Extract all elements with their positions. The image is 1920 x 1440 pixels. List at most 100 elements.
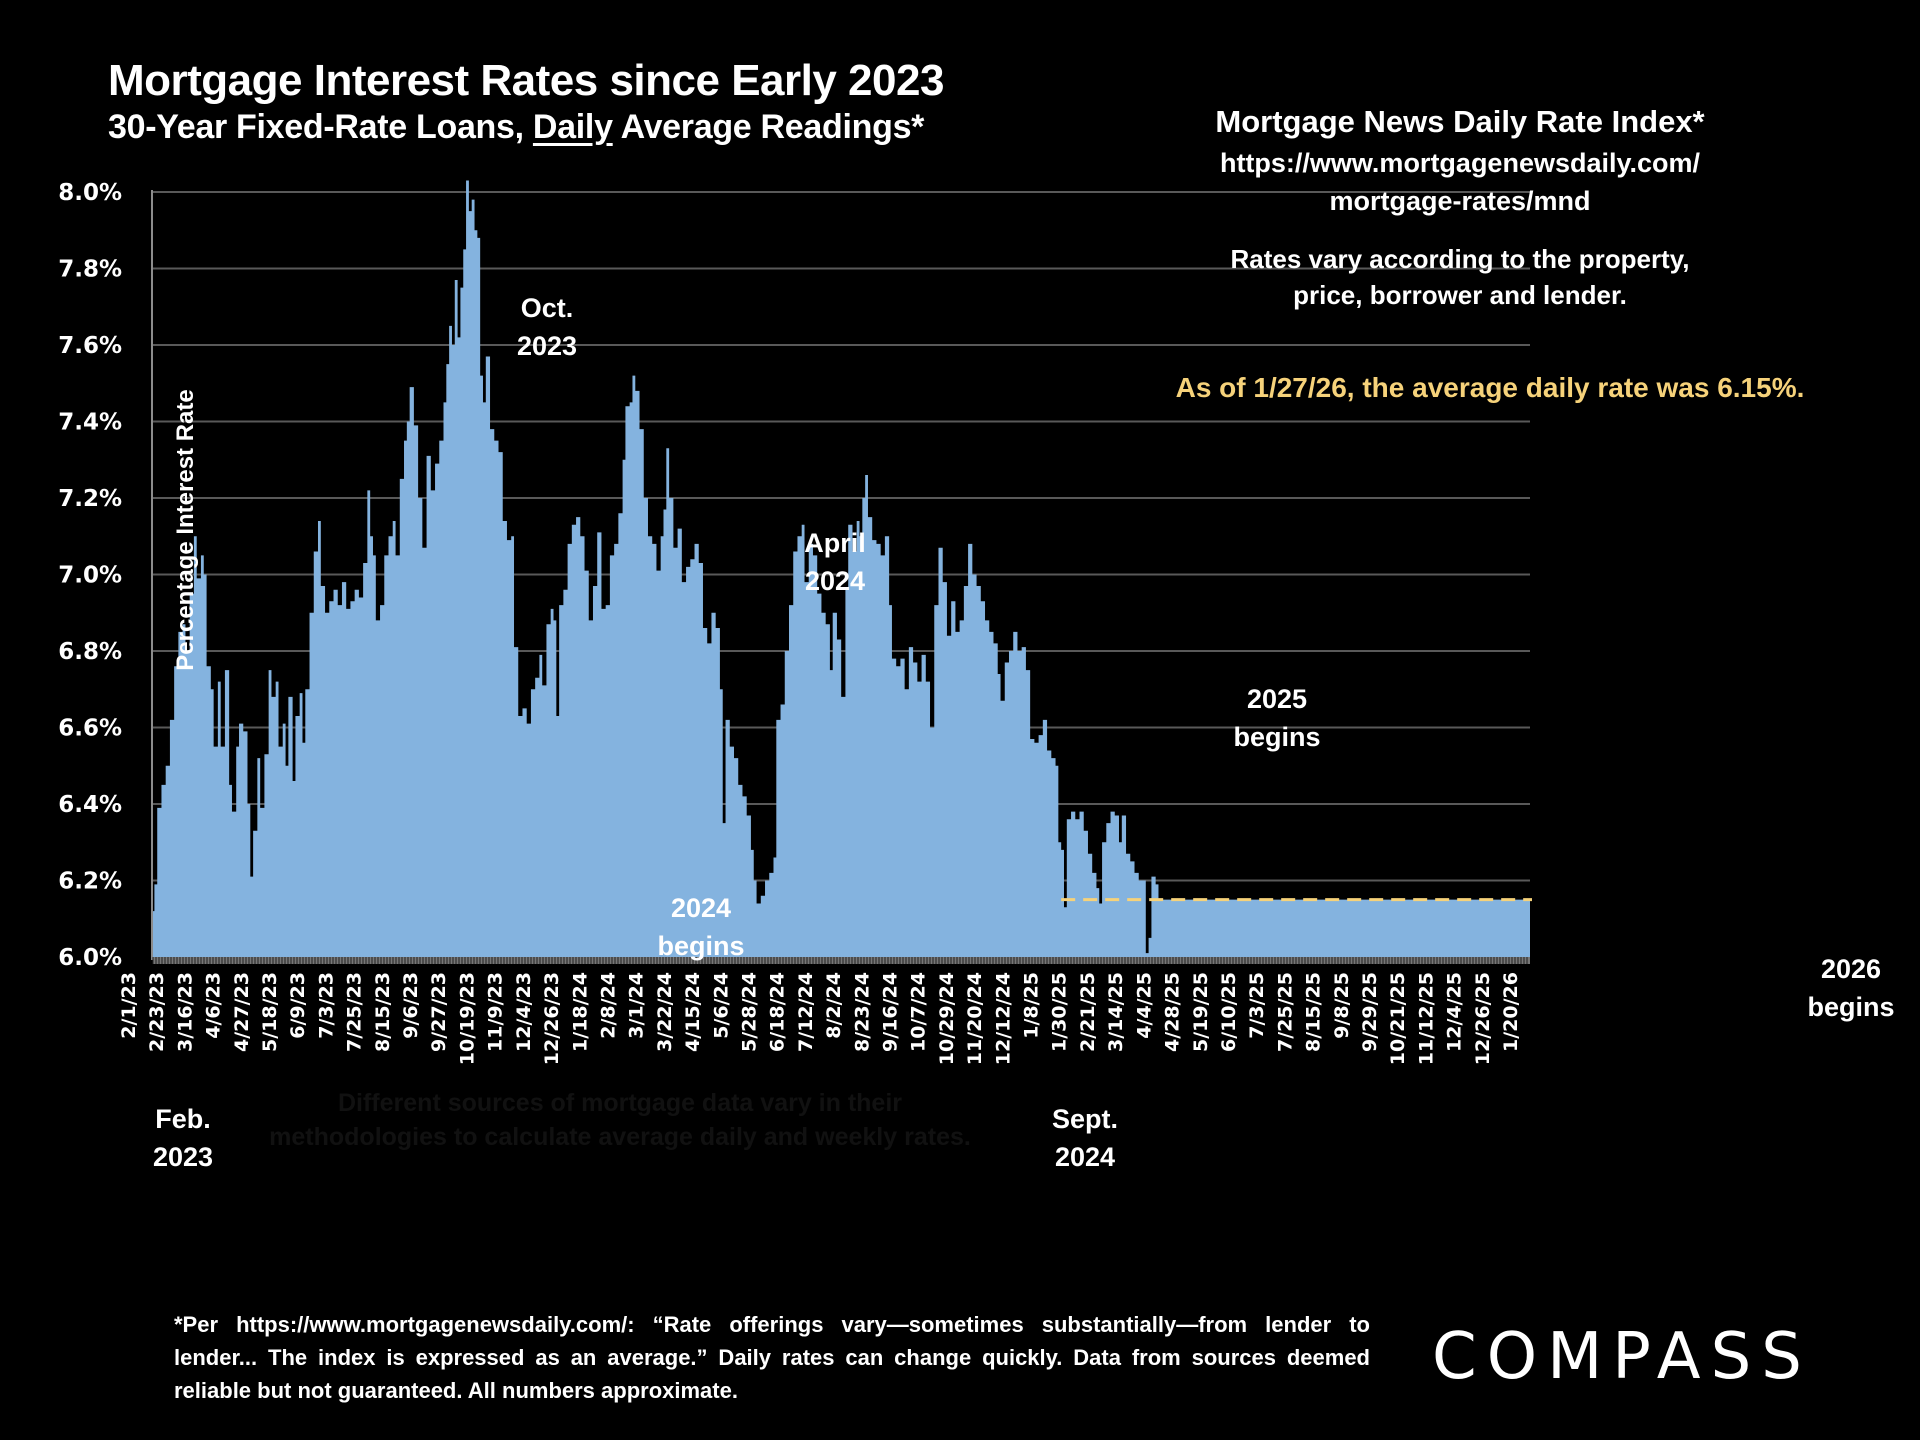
rate-bar [446,364,449,957]
rate-bar [232,812,236,957]
rate-bar [845,590,848,957]
x-tick-label: 9/6/23 [400,972,422,1039]
rate-bar [934,605,938,957]
x-tick-label: 7/12/24 [795,972,817,1052]
rate-bar [610,555,614,957]
rate-bar [1061,850,1064,957]
rate-bar [868,517,872,957]
rate-bar [302,743,305,957]
x-tick-label: 2/1/23 [118,972,140,1039]
rate-bar [955,632,959,957]
x-tick-label: 7/25/25 [1274,972,1296,1052]
rate-bar [293,781,296,957]
x-tick-label: 5/6/24 [710,972,732,1039]
rate-bar [214,747,218,957]
rate-bar [1111,812,1115,957]
rate-bar [1064,907,1067,957]
rate-bar [661,536,664,957]
x-tick-label: 9/16/24 [880,972,902,1052]
rate-bar [546,624,550,957]
x-tick-label: 9/27/23 [428,972,450,1052]
rate-bar [576,517,580,957]
rate-bar [1071,812,1075,957]
y-tick-label: 6.8% [58,639,122,665]
rate-bar [734,758,738,957]
rate-bar [1067,819,1071,957]
annotation-line2: 2023 [153,1142,213,1172]
rate-bar [514,647,518,957]
as-of-rate-callout: As of 1/27/26, the average daily rate wa… [1175,372,1805,403]
x-tick-label: 4/28/25 [1162,972,1184,1052]
rate-bar [334,590,338,957]
rate-bar [1051,758,1055,957]
rate-bar [288,697,292,957]
chart: 6.0% 6.2% 6.4% 6.6% 6.8% 7.0% 7.2% 7.4% 7.6% 7.8%… [58,180,1894,1172]
x-tick-label: 8/15/25 [1303,972,1325,1052]
rate-bar [1043,720,1047,957]
rate-area-path [153,180,1530,957]
rate-bar [363,563,367,957]
rate-bar [499,452,503,957]
rate-bar [1075,819,1079,957]
rate-bar [648,536,652,957]
rate-bar [860,536,863,957]
y-axis-ticks: 6.0% 6.2% 6.4% 6.6% 6.8% 7.0% 7.2% 7.4% 7.6% 7.8%… [58,180,122,971]
rate-bar [896,666,900,957]
rate-bar [769,873,773,957]
x-tick-label: 4/4/25 [1133,972,1155,1039]
x-tick-label: 4/27/23 [231,972,253,1052]
rate-bar [342,582,346,957]
rate-bar [773,858,776,957]
x-tick-label: 1/18/24 [569,972,591,1052]
x-tick-label: 9/8/25 [1331,972,1353,1039]
rate-bar [872,540,876,957]
rate-bar [754,881,757,958]
rate-bar [522,708,526,957]
x-tick-label: 10/29/24 [936,972,958,1065]
rate-bar [597,532,601,957]
rate-bar [885,536,889,957]
rate-bar [1005,662,1009,957]
annotation-line2: begins [657,931,744,961]
annotation-line1: 2024 [671,893,731,923]
rate-bar [154,884,157,957]
rate-bar [503,521,507,957]
y-tick-label: 7.6% [58,333,122,359]
rate-bar [833,613,837,957]
annotation-line1: Different sources of mortgage data vary … [338,1089,902,1117]
rate-bar [789,605,793,957]
rate-bar [305,689,309,957]
rate-bar [1026,670,1030,957]
rate-bar [572,525,576,957]
rate-bar [821,613,825,957]
rate-bar [889,605,892,957]
annotation-line2: methodologies to calculate average daily… [269,1123,971,1151]
rate-bar [623,460,626,957]
rate-bar [346,609,350,957]
rate-bar [776,720,780,957]
rate-bar [359,597,363,957]
rate-bar [236,747,239,957]
rate-bar [295,716,299,957]
annotation-begin-2025: 2025 begins [1233,684,1320,752]
annotation-begin-2026: 2026 begins [1807,954,1894,1022]
rate-bar [477,238,480,957]
rate-bar [913,662,917,957]
rate-bar [813,555,817,957]
rate-bar [221,747,225,957]
rate-bar [185,651,189,957]
rate-bar [781,705,785,957]
rates-vary-note-line1: Rates vary according to the property, [1230,244,1690,274]
rate-bar [1034,743,1038,957]
rate-bar [422,548,426,957]
rate-bar [757,903,761,957]
rate-bar [439,441,443,957]
x-axis-band [153,957,1530,964]
rate-bar [431,490,435,957]
rate-bar [797,536,801,957]
rate-bar [640,429,644,957]
rate-bar [535,678,539,957]
rate-bar [325,613,329,957]
rate-bar [480,376,483,957]
rate-bar [1013,632,1017,957]
